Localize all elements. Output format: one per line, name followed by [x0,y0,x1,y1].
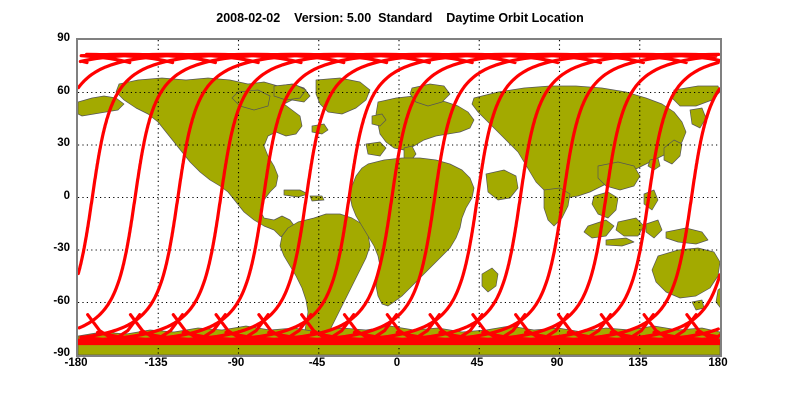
land-iberia [365,141,387,157]
xtick--45: -45 [308,357,326,369]
y-axis-ticks: 90 60 30 0 -30 -60 -90 [30,0,70,400]
land-japan [663,139,683,165]
land-borneo [615,217,645,237]
xtick-135: 135 [628,357,648,369]
figure-title: 2008-02-02 Version: 5.00 Standard Daytim… [216,11,584,25]
land-sulawesi [645,219,663,239]
ytick--30: -30 [53,242,70,254]
xtick-0: 0 [393,357,401,369]
ytick-0: 0 [63,189,70,202]
plot-frame [76,38,722,357]
land-africa [349,157,475,307]
land-madagascar [481,267,499,293]
land-sumatra [583,219,615,239]
land-kamchatka [689,107,707,129]
orbit-ground-tracks [78,52,720,346]
ytick-30: 30 [57,137,70,149]
xtick--135: -135 [144,357,168,369]
xtick--90: -90 [227,357,245,369]
land-cuba [283,189,309,198]
xtick-90: 90 [550,357,564,369]
orbit-track-lines [78,52,720,346]
land-arabia [485,169,519,201]
xtick--180: -180 [64,357,88,369]
land-newfoundland [311,123,329,135]
land-greenland [315,77,371,115]
land-australia [651,247,720,299]
land-british-isles [371,113,387,127]
ytick--90: -90 [53,347,70,359]
land-java [605,237,635,247]
xtick-180: 180 [708,357,728,369]
ytick-90: 90 [57,32,70,44]
land-north-america [115,77,315,247]
plot-area [78,40,720,355]
xtick-45: 45 [470,357,484,369]
ytick-60: 60 [57,84,70,97]
ytick--60: -60 [53,294,70,307]
